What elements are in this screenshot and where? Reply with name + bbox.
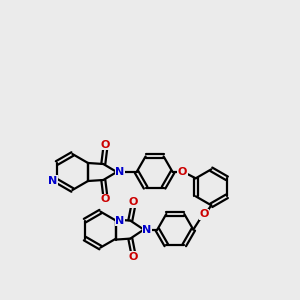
Text: N: N (115, 167, 124, 177)
Text: O: O (178, 167, 187, 177)
Text: O: O (100, 140, 110, 150)
Text: O: O (100, 194, 110, 204)
Text: N: N (48, 176, 57, 186)
Text: N: N (116, 216, 124, 226)
Text: O: O (200, 209, 209, 219)
Text: N: N (142, 225, 152, 235)
Text: O: O (129, 252, 138, 262)
Text: O: O (129, 197, 138, 207)
